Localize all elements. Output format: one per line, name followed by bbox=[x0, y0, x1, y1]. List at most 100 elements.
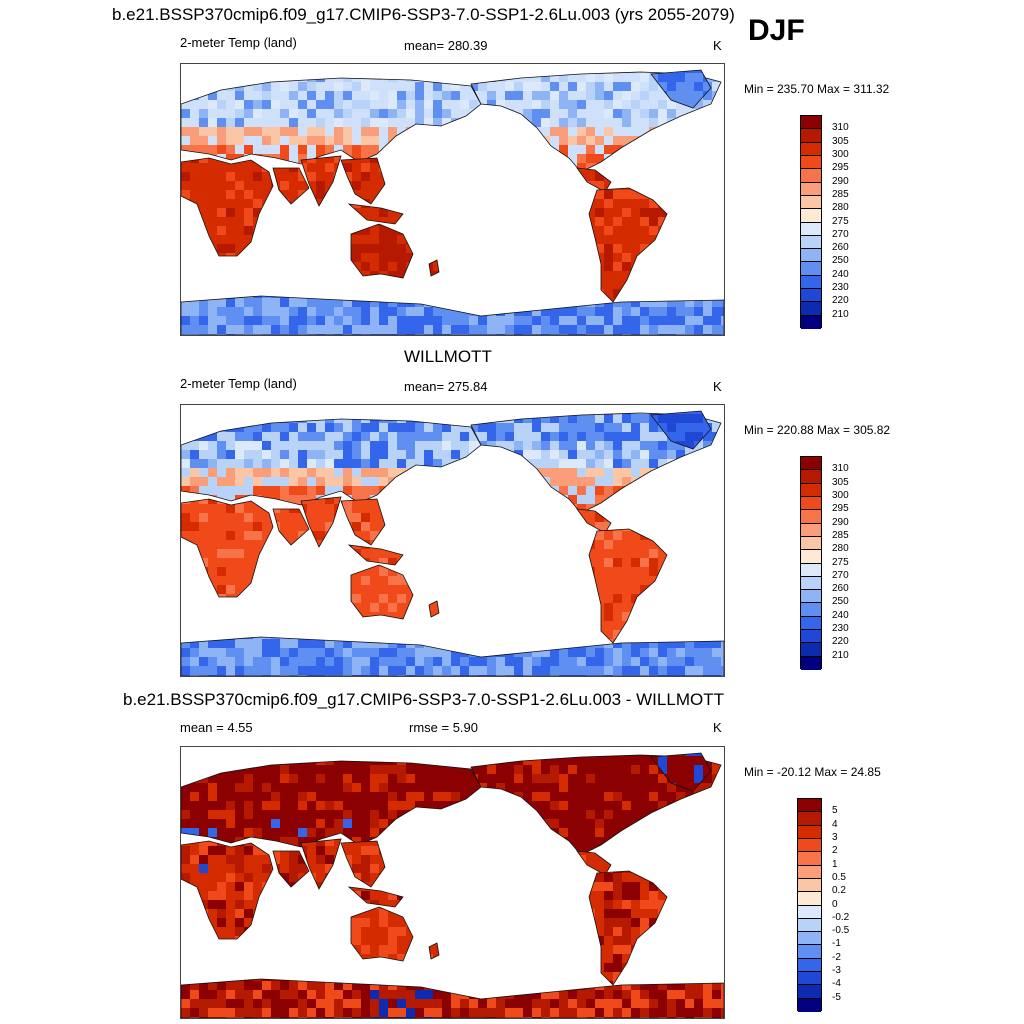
colorbar-tick-label: 250 bbox=[832, 256, 849, 266]
land-australia bbox=[351, 565, 413, 619]
colorbar-tick-label: 1 bbox=[832, 859, 838, 870]
coastline-antarctica bbox=[181, 636, 724, 676]
colorbar-tick-label: -4 bbox=[832, 979, 841, 989]
coastline-antarctica bbox=[181, 295, 724, 335]
colorbar-tick-label: 220 bbox=[832, 296, 849, 306]
colorbar-swatch bbox=[801, 643, 821, 657]
colorbar-tick-label: 0.5 bbox=[832, 872, 846, 883]
colorbar-swatch bbox=[801, 496, 821, 511]
panel-diff-map bbox=[180, 746, 725, 1019]
colorbar-tick-label: -0.5 bbox=[832, 926, 849, 936]
colorbar-swatch bbox=[798, 799, 821, 813]
colorbar-tick-label: 275 bbox=[832, 557, 849, 568]
colorbar-tick-label: 310 bbox=[832, 123, 849, 133]
coastline-nz bbox=[428, 259, 440, 277]
colorbar-swatch bbox=[801, 603, 821, 617]
coastline-se-asia bbox=[340, 157, 404, 225]
colorbar-swatch bbox=[801, 590, 821, 604]
coastline-africa bbox=[181, 157, 274, 257]
coastline-eurasia bbox=[181, 418, 482, 506]
colorbar-tick-label: 0 bbox=[832, 899, 838, 910]
coastline-arabia-india bbox=[272, 496, 342, 548]
colorbar-swatch bbox=[798, 865, 821, 879]
run-title: b.e21.BSSP370cmip6.f09_g17.CMIP6-SSP3-7.… bbox=[112, 5, 735, 25]
colorbar-swatch bbox=[798, 998, 821, 1012]
colorbar-swatch bbox=[798, 905, 821, 919]
coastline-eurasia bbox=[181, 77, 482, 165]
colorbar-tick-label: 295 bbox=[832, 163, 849, 173]
colorbar-swatch bbox=[801, 209, 821, 223]
panel-diff-title: b.e21.BSSP370cmip6.f09_g17.CMIP6-SSP3-7.… bbox=[123, 690, 724, 710]
panel-obs-variable: 2-meter Temp (land) bbox=[180, 376, 297, 391]
panel-obs-minmax: Min = 220.88 Max = 305.82 bbox=[744, 423, 890, 437]
colorbar-swatch bbox=[798, 838, 821, 853]
panel-obs-map bbox=[180, 404, 725, 677]
colorbar-swatch bbox=[801, 249, 821, 263]
panel-diff-rmse: rmse = 5.90 bbox=[409, 720, 478, 735]
coastline-central-america bbox=[576, 167, 612, 193]
panel-diff-mean: mean = 4.55 bbox=[180, 720, 253, 735]
panel-obs-units: K bbox=[713, 379, 722, 394]
colorbar-swatch bbox=[801, 315, 821, 329]
coastline-north-america bbox=[470, 71, 722, 173]
colorbar-tick-label: 5 bbox=[832, 806, 838, 816]
coastline-se-asia bbox=[340, 840, 404, 908]
colorbar-swatch bbox=[801, 182, 821, 196]
coastline-south-america bbox=[588, 187, 668, 303]
panel-model-units: K bbox=[713, 38, 722, 53]
colorbar-tick-label: 240 bbox=[832, 269, 849, 280]
colorbar-tick-label: 305 bbox=[832, 136, 849, 147]
colorbar-tick-label: -0.2 bbox=[832, 912, 849, 923]
panel-obs-mean: mean= 275.84 bbox=[404, 379, 487, 394]
season-label: DJF bbox=[748, 14, 805, 48]
colorbar-swatch bbox=[798, 812, 821, 826]
colorbar-tick-label: 300 bbox=[832, 149, 849, 160]
colorbar-tick-label: 0.2 bbox=[832, 886, 846, 896]
coastline-greenland bbox=[650, 410, 712, 450]
colorbar-swatch bbox=[801, 142, 821, 156]
panel-model-map bbox=[180, 63, 725, 336]
colorbar-swatch bbox=[801, 470, 821, 484]
coastline-central-america bbox=[576, 850, 612, 876]
colorbar-swatch bbox=[801, 563, 821, 577]
panel-diff-minmax: Min = -20.12 Max = 24.85 bbox=[744, 765, 881, 779]
colorbar-swatch bbox=[801, 523, 821, 537]
colorbar-box bbox=[800, 456, 822, 670]
colorbar-tick-label: -2 bbox=[832, 952, 841, 963]
colorbar-swatch bbox=[798, 972, 821, 986]
coastline-north-america bbox=[470, 412, 722, 514]
panel-obs-colorbar: 310 305 300 295 290 285 280 275 270 260 250 240 230 2… bbox=[800, 456, 849, 670]
colorbar-swatch bbox=[801, 195, 821, 210]
colorbar-tick-label: 210 bbox=[832, 309, 849, 320]
colorbar-swatch bbox=[801, 155, 821, 170]
colorbar-swatch bbox=[801, 510, 821, 524]
colorbar-swatch bbox=[801, 235, 821, 250]
colorbar-tick-label: 3 bbox=[832, 832, 838, 843]
colorbar-tick-label: 285 bbox=[832, 530, 849, 541]
colorbar-swatch bbox=[801, 289, 821, 303]
land-antarctica bbox=[181, 296, 724, 335]
colorbar-tick-label: 270 bbox=[832, 229, 849, 240]
coastline-nz bbox=[428, 942, 440, 960]
colorbar-tick-label: 2 bbox=[832, 846, 838, 856]
colorbar-swatch bbox=[801, 302, 821, 316]
coastline-central-america bbox=[576, 508, 612, 534]
panel-model-minmax: Min = 235.70 Max = 311.32 bbox=[744, 82, 889, 96]
coastline-south-america bbox=[588, 870, 668, 986]
colorbar-swatch bbox=[801, 550, 821, 564]
colorbar-tick-label: 220 bbox=[832, 637, 849, 647]
colorbar-swatch bbox=[798, 932, 821, 946]
colorbar-swatch bbox=[801, 222, 821, 236]
coastline-greenland bbox=[650, 752, 712, 792]
colorbar-tick-label: 240 bbox=[832, 610, 849, 621]
coastline-greenland bbox=[650, 69, 712, 109]
land-nz bbox=[429, 601, 439, 617]
panel-diff-colorbar: 5 4 3 2 1 0.5 0.2 0 -0.2 -0.5 -1 -2 -3 -4 -5 bbox=[797, 798, 849, 1012]
colorbar-tick-label: 290 bbox=[832, 517, 849, 528]
colorbar-tick-label: 300 bbox=[832, 490, 849, 501]
colorbar-tick-label: 230 bbox=[832, 283, 849, 293]
coastline-south-america bbox=[588, 528, 668, 644]
colorbar-swatch bbox=[801, 116, 821, 130]
coastline-nz bbox=[428, 600, 440, 618]
colorbar-tick-label: 210 bbox=[832, 650, 849, 661]
